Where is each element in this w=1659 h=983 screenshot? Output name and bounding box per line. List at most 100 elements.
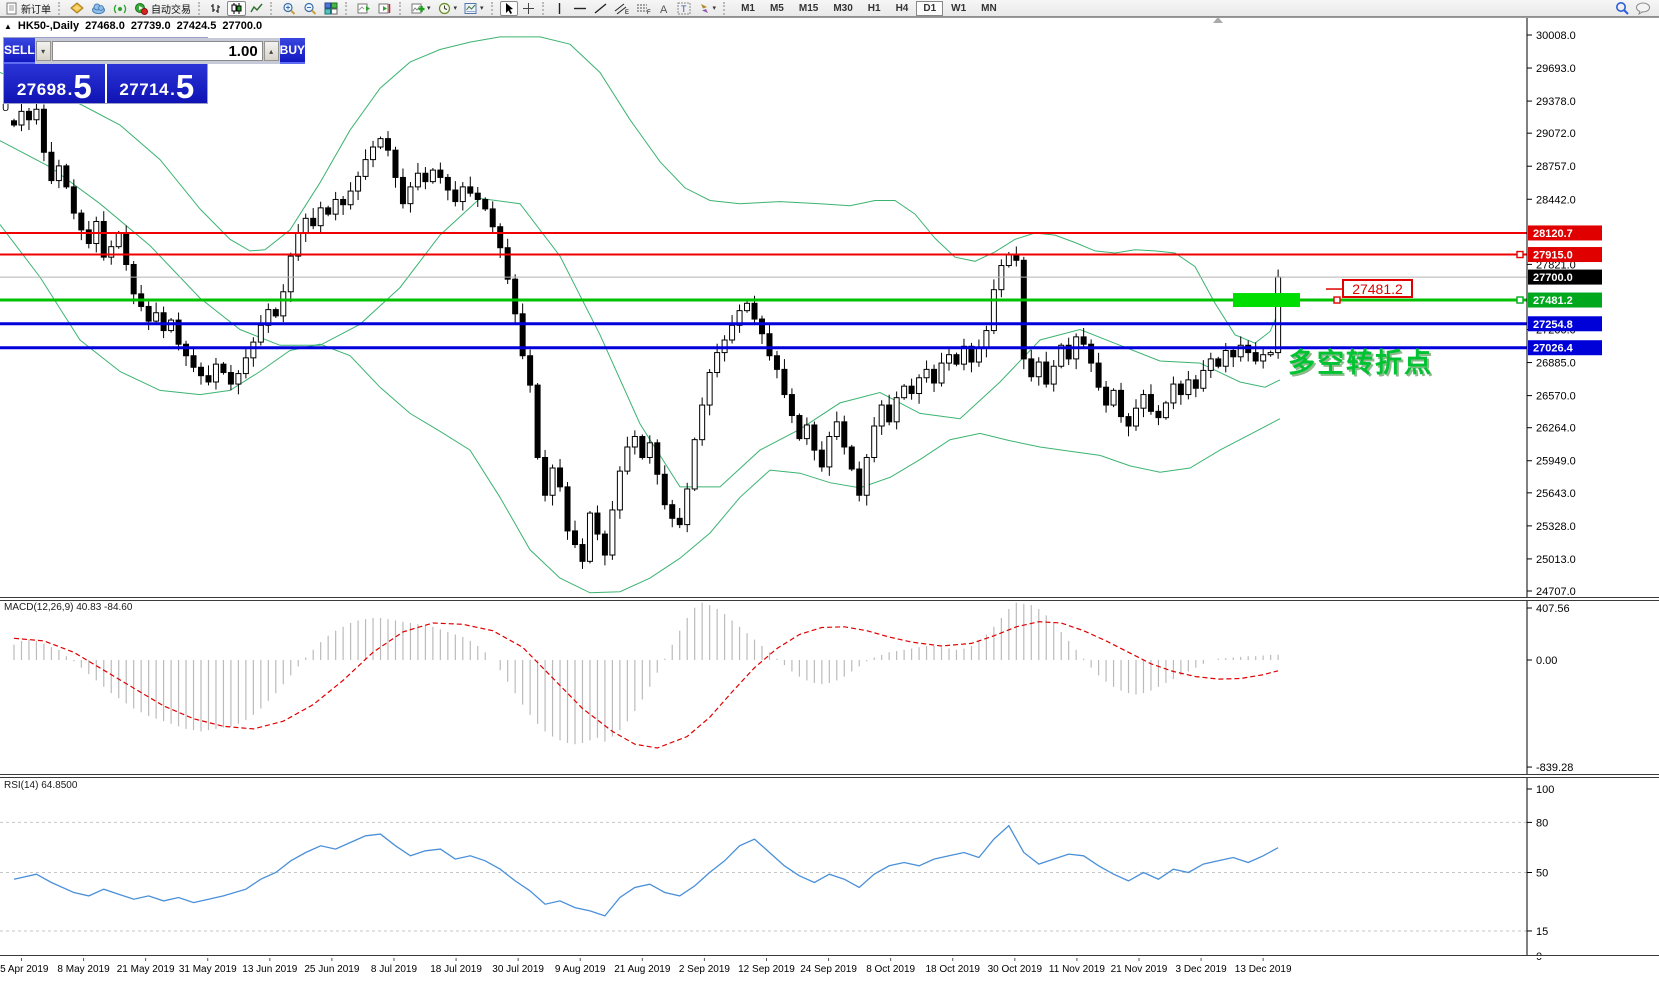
arrows-tool-button[interactable]: ▾ xyxy=(695,1,720,16)
cursor-tool-button[interactable] xyxy=(499,0,518,16)
zoom-out-button[interactable] xyxy=(300,1,320,16)
timeframe-m15-button[interactable]: M15 xyxy=(798,2,819,14)
crosshair-tool-button[interactable] xyxy=(519,1,538,16)
bull-candle xyxy=(624,446,631,472)
signals-button[interactable] xyxy=(110,1,130,16)
candlestick-series[interactable] xyxy=(11,100,1282,569)
line-chart-mode-button[interactable] xyxy=(247,1,266,16)
volume-increase-button[interactable]: ▴ xyxy=(263,41,279,61)
timeframe-h4-button[interactable]: H4 xyxy=(895,2,909,14)
bull-candle xyxy=(459,186,466,203)
volume-input[interactable] xyxy=(51,41,263,61)
zoom-out-icon xyxy=(304,2,317,15)
fibonacci-tool-button[interactable]: F xyxy=(633,1,654,16)
horizontal-line-tool-button[interactable] xyxy=(570,1,590,16)
candlestick-mode-button[interactable] xyxy=(227,0,246,16)
price-axis-tick: 25643.0 xyxy=(1536,488,1576,500)
bull-candle xyxy=(407,186,414,205)
autotrading-button[interactable]: 自动交易 xyxy=(131,1,194,16)
bar-chart-mode-button[interactable] xyxy=(207,1,226,16)
channel-tool-button[interactable]: E xyxy=(611,1,632,16)
buy-price-button[interactable]: 27714. 5 xyxy=(106,64,207,103)
bollinger-upper-band[interactable] xyxy=(0,36,1281,344)
bull-candle xyxy=(729,324,736,341)
bull-candle xyxy=(212,363,219,383)
bear-candle xyxy=(931,368,938,384)
text-label-tool-button[interactable]: T xyxy=(674,1,694,16)
bull-candle xyxy=(287,255,294,293)
time-axis-date-label: 13 Dec 2019 xyxy=(1235,964,1292,975)
chat-bubble-icon[interactable] xyxy=(1635,1,1651,15)
bull-candle xyxy=(990,289,997,332)
line-handle[interactable] xyxy=(1333,296,1341,304)
timeframe-m30-button[interactable]: M30 xyxy=(833,2,853,14)
bull-candle xyxy=(826,436,833,468)
rsi-axis-tick: 50 xyxy=(1536,868,1548,880)
mql-cloud-button[interactable] xyxy=(88,1,109,16)
macd-signal-line[interactable] xyxy=(13,621,1279,749)
market-watch-button[interactable] xyxy=(67,1,87,16)
symbol-period-label: HK50-,Daily xyxy=(17,20,80,32)
timeframe-m1-button[interactable]: M1 xyxy=(741,2,755,14)
bear-candle xyxy=(818,449,825,468)
bull-candle xyxy=(744,302,751,312)
sell-price-button[interactable]: 27698. 5 xyxy=(4,64,105,103)
bear-candle xyxy=(145,305,152,322)
zoom-in-button[interactable] xyxy=(279,1,299,16)
volume-decrease-button[interactable]: ▾ xyxy=(35,41,51,61)
bull-candle xyxy=(377,138,384,148)
timeframe-h1-button[interactable]: H1 xyxy=(867,2,881,14)
panel-separator[interactable] xyxy=(0,774,1659,778)
timeframe-w1-button[interactable]: W1 xyxy=(951,2,967,14)
bull-candle xyxy=(55,165,62,182)
turning-point-annotation[interactable]: 多空转折点 xyxy=(1288,348,1433,378)
search-icon[interactable] xyxy=(1615,1,1629,15)
price-axis-tick: 29693.0 xyxy=(1536,63,1576,75)
bear-candle xyxy=(160,312,167,332)
bear-candle xyxy=(773,355,780,370)
time-axis-date-label: 3 Dec 2019 xyxy=(1175,964,1227,975)
text-tool-button[interactable]: A xyxy=(655,1,673,16)
bear-candle xyxy=(198,366,204,377)
bear-candle xyxy=(856,468,863,496)
timeframe-mn-button[interactable]: MN xyxy=(981,2,997,14)
timeframe-d1-button[interactable]: D1 xyxy=(916,0,944,16)
line-handle[interactable] xyxy=(1516,250,1524,259)
bear-candle xyxy=(766,333,773,357)
timeframe-m5-button[interactable]: M5 xyxy=(769,2,784,14)
time-axis-date-label: 9 Aug 2019 xyxy=(555,964,606,975)
bollinger-lower-band[interactable] xyxy=(0,224,1281,594)
price-note-object[interactable]: 27481.2 xyxy=(1342,279,1413,298)
chart-shift-button[interactable] xyxy=(375,1,395,16)
sell-button[interactable]: SELL xyxy=(4,38,35,64)
bollinger-middle-band[interactable] xyxy=(0,140,1281,488)
bear-candle xyxy=(227,372,234,385)
panel-separator[interactable] xyxy=(0,955,1659,958)
vertical-line-tool-button[interactable] xyxy=(551,1,569,16)
gold-coin-icon xyxy=(70,1,84,14)
rsi-line[interactable] xyxy=(13,824,1279,917)
bear-candle xyxy=(205,375,212,383)
bear-candle xyxy=(489,208,496,228)
tile-windows-button[interactable] xyxy=(321,1,341,16)
time-axis-date-label: 24 Sep 2019 xyxy=(800,964,857,975)
collapse-icon[interactable]: ▲ xyxy=(4,21,12,31)
bull-candle xyxy=(242,357,249,375)
panel-separator[interactable] xyxy=(0,597,1659,601)
indicators-button[interactable]: ▾ xyxy=(408,1,434,16)
line-handle[interactable] xyxy=(1516,296,1524,304)
new-order-button[interactable]: 新订单 xyxy=(2,1,54,16)
bear-candle xyxy=(1230,350,1237,358)
bull-candle xyxy=(355,175,362,192)
highlight-rectangle-object[interactable] xyxy=(1233,293,1300,308)
bear-candle xyxy=(482,198,489,210)
bear-candle xyxy=(190,355,197,368)
trendline-tool-button[interactable] xyxy=(591,1,610,16)
bull-candle xyxy=(280,291,287,317)
buy-button[interactable]: BUY xyxy=(279,38,306,64)
templates-button[interactable]: ▾ xyxy=(461,1,487,16)
timeframes-menu-button[interactable]: ▾ xyxy=(435,1,461,16)
auto-scroll-button[interactable] xyxy=(354,1,374,16)
price-axis-tick: 26885.0 xyxy=(1536,358,1576,370)
